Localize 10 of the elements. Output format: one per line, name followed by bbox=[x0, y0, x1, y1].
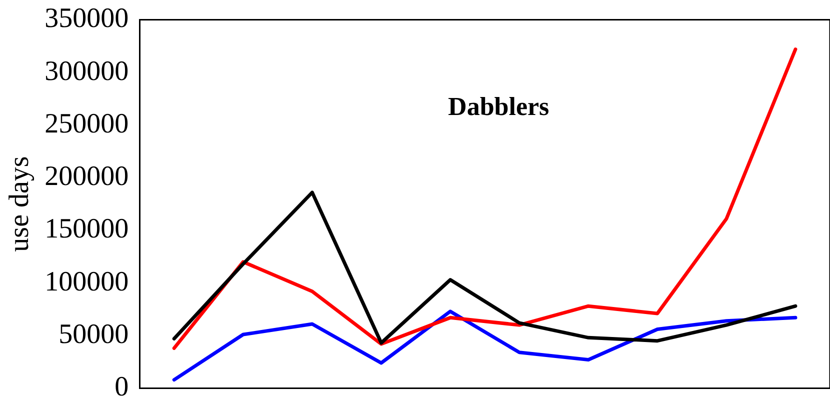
y-tick-label: 100000 bbox=[44, 266, 129, 298]
y-tick-label: 0 bbox=[114, 372, 129, 403]
y-tick-label: 250000 bbox=[44, 108, 129, 140]
y-tick-label: 50000 bbox=[58, 318, 129, 350]
y-tick-label: 200000 bbox=[44, 161, 129, 192]
annotation: Dabblers bbox=[448, 92, 550, 121]
y-axis-title: use days bbox=[4, 156, 36, 252]
y-tick-label: 150000 bbox=[44, 214, 129, 245]
y-tick-label: 350000 bbox=[44, 3, 129, 34]
y-tick-label: 300000 bbox=[44, 56, 129, 87]
